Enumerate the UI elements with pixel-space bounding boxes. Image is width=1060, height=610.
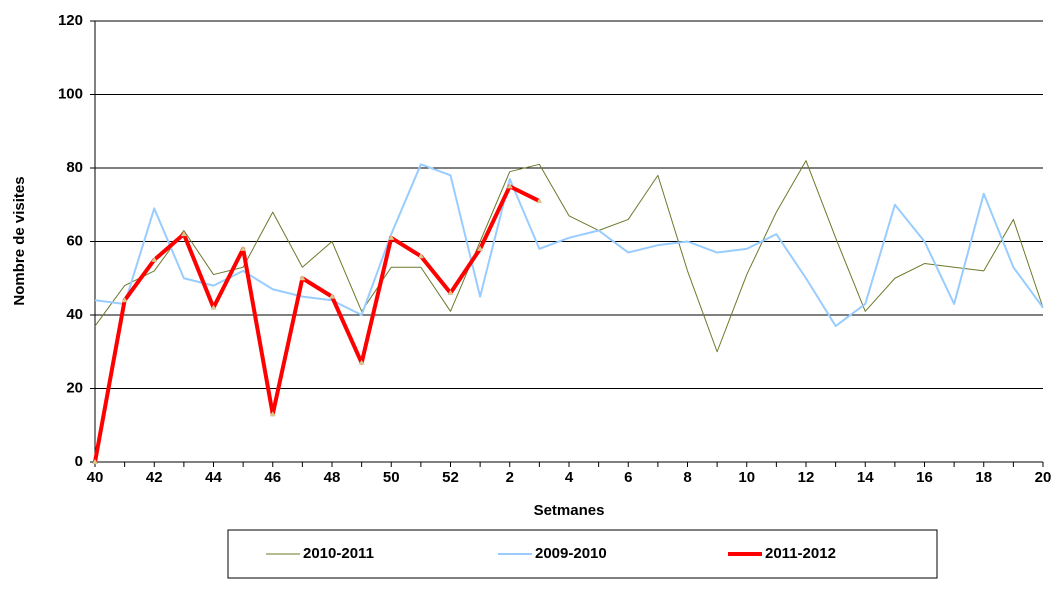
y-tick-label: 60 [66, 232, 83, 249]
series-marker [121, 297, 128, 303]
y-axis-title: Nombre de visites [11, 176, 28, 305]
x-tick-label: 50 [383, 469, 400, 486]
series-marker [92, 459, 98, 464]
y-tick-label: 80 [66, 159, 83, 176]
series-marker [536, 198, 543, 204]
series-marker [506, 183, 513, 189]
x-tick-label: 18 [975, 469, 992, 486]
legend-label: 2010-2011 [303, 545, 374, 562]
y-tick-label: 0 [75, 453, 83, 470]
series-line [94, 160, 1044, 353]
legend-box [227, 529, 938, 579]
y-tick-label: 20 [66, 379, 83, 396]
x-tick-label: 10 [738, 469, 755, 486]
x-tick-label: 46 [264, 469, 281, 486]
x-tick-label: 52 [442, 469, 459, 486]
x-tick-label: 44 [205, 469, 222, 486]
y-tick-label: 100 [58, 85, 83, 102]
series-line [94, 163, 1044, 328]
legend-label: 2009-2010 [535, 545, 607, 562]
y-tick-label: 40 [66, 306, 83, 323]
series-marker [329, 293, 335, 299]
series-marker [477, 245, 484, 251]
x-tick-label: 2 [506, 469, 514, 486]
series-marker [388, 234, 395, 240]
y-tick-label: 120 [58, 12, 83, 29]
series-marker [269, 411, 276, 417]
x-tick-label: 6 [624, 469, 632, 486]
series-marker [358, 359, 365, 365]
x-axis-title: Setmanes [534, 502, 605, 519]
x-tick-label: 14 [857, 469, 874, 486]
series-marker [299, 275, 306, 281]
x-tick-label: 20 [1035, 469, 1052, 486]
series-marker [240, 245, 247, 251]
series-marker [447, 289, 454, 295]
x-tick-label: 16 [916, 469, 933, 486]
series-line [93, 184, 541, 463]
series-marker [180, 231, 187, 237]
x-tick-label: 48 [324, 469, 341, 486]
x-tick-label: 40 [87, 469, 104, 486]
series-marker [151, 256, 158, 262]
series-marker [210, 304, 217, 310]
series-marker [417, 253, 424, 259]
x-tick-label: 8 [683, 469, 691, 486]
x-tick-label: 42 [146, 469, 163, 486]
legend-label: 2011-2012 [765, 545, 836, 562]
x-tick-label: 12 [798, 469, 815, 486]
x-tick-label: 4 [565, 469, 574, 486]
